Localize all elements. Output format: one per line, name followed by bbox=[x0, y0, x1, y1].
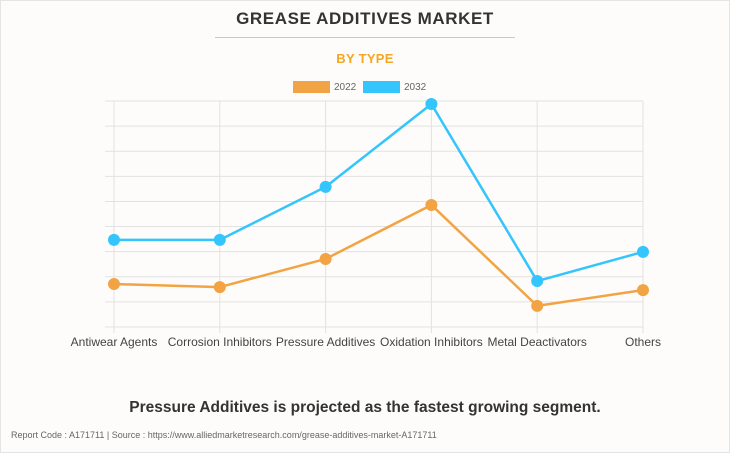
legend-swatch-2022 bbox=[293, 81, 330, 93]
legend-label-2022: 2022 bbox=[334, 81, 357, 93]
chart-title: GREASE ADDITIVES MARKET bbox=[236, 9, 494, 28]
data-point-2022 bbox=[108, 278, 120, 291]
legend-item-2022[interactable]: 2022 bbox=[293, 80, 356, 94]
data-point-2022 bbox=[319, 252, 332, 265]
x-tick-label: Metal Deactivators bbox=[488, 335, 587, 349]
data-point-2032 bbox=[108, 233, 120, 246]
legend-label-2032: 2032 bbox=[404, 81, 427, 93]
x-axis-labels: Antiwear Agents Corrosion Inhibitors Press… bbox=[71, 335, 661, 349]
x-tick-label: Pressure Additives bbox=[276, 335, 375, 349]
data-point-2022 bbox=[213, 281, 226, 294]
data-point-2032 bbox=[637, 245, 649, 258]
data-point-2032 bbox=[213, 233, 226, 246]
legend-item-2032[interactable]: 2032 bbox=[363, 80, 426, 94]
data-point-2032 bbox=[425, 98, 438, 111]
series-line-2032 bbox=[114, 102, 644, 283]
x-tick-label: Antiwear Agents bbox=[71, 335, 158, 349]
data-point-2032 bbox=[531, 275, 544, 288]
data-point-2022 bbox=[531, 299, 544, 312]
chart-subtitle: BY TYPE bbox=[336, 51, 394, 66]
report-footer: Report Code : A171711 | Source : https:/… bbox=[11, 430, 437, 440]
series-line-2022 bbox=[113, 203, 644, 308]
data-point-2022 bbox=[425, 198, 438, 211]
legend-swatch-2032 bbox=[363, 81, 400, 93]
data-point-2022 bbox=[637, 284, 649, 297]
data-point-2032 bbox=[319, 180, 332, 193]
x-tick-label: Corrosion Inhibitors bbox=[168, 335, 272, 349]
chart-caption: Pressure Additives is projected as the f… bbox=[129, 399, 601, 416]
title-divider bbox=[215, 37, 515, 38]
x-tick-label: Others bbox=[625, 335, 661, 349]
x-tick-label: Oxidation Inhibitors bbox=[380, 335, 483, 349]
series-group bbox=[108, 98, 649, 312]
grid-lines bbox=[105, 100, 644, 333]
